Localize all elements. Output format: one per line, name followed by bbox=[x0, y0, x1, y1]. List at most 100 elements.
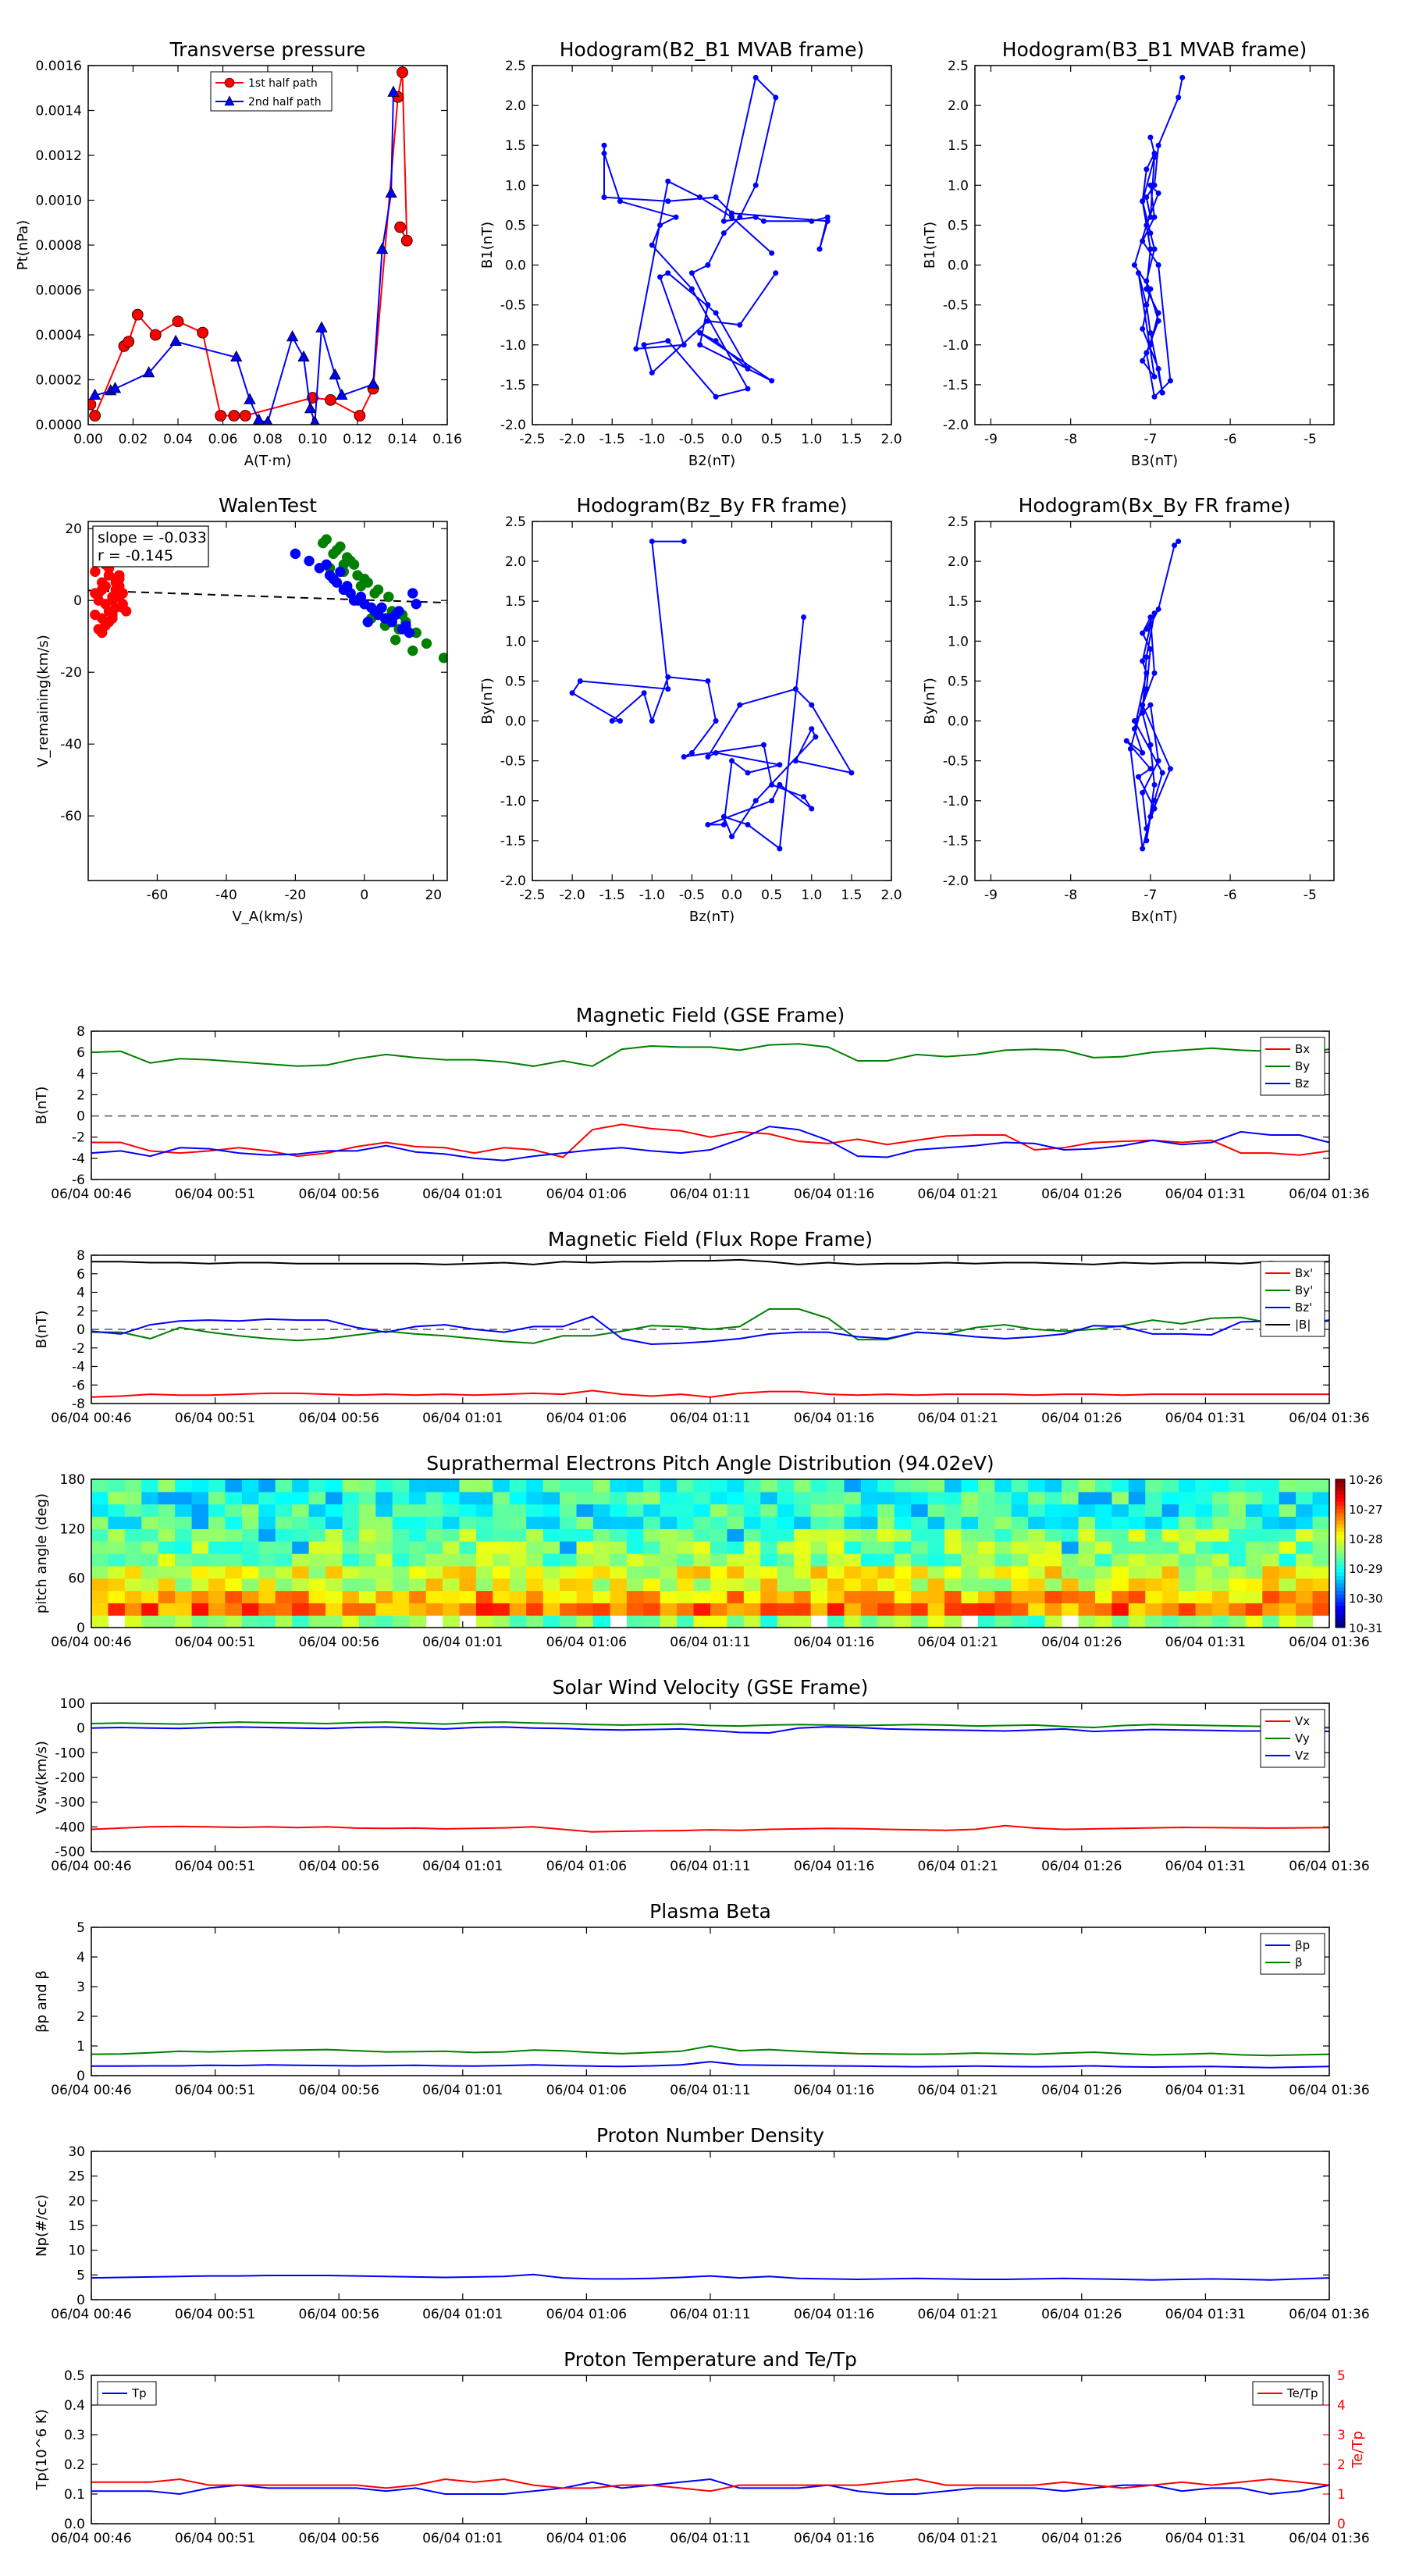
heatmap-cell bbox=[1211, 1516, 1229, 1529]
heatmap-cell bbox=[1279, 1615, 1297, 1628]
data-point bbox=[657, 274, 663, 280]
heatmap-cell bbox=[693, 1615, 711, 1628]
y2-tick-label: 4 bbox=[1337, 2398, 1346, 2414]
heatmap-cell bbox=[1262, 1503, 1280, 1517]
y-axis-label: By(nT) bbox=[479, 678, 496, 724]
data-point bbox=[348, 595, 360, 606]
heatmap-cell bbox=[576, 1565, 594, 1579]
x-tick-label: 06/04 01:31 bbox=[1165, 1859, 1246, 1874]
series-line-β bbox=[91, 2044, 1330, 2057]
heatmap-cell bbox=[475, 1503, 493, 1517]
heatmap-cell bbox=[258, 1603, 276, 1616]
heatmap-cell bbox=[977, 1553, 995, 1567]
heatmap-cell bbox=[743, 1491, 761, 1505]
data-point bbox=[215, 410, 227, 422]
colorbar-segment bbox=[1336, 1583, 1345, 1588]
heatmap-cell bbox=[509, 1578, 527, 1592]
heatmap-cell bbox=[459, 1590, 477, 1603]
heatmap-cell bbox=[727, 1615, 745, 1628]
heatmap-cell bbox=[375, 1553, 393, 1567]
y-tick-label: 1.5 bbox=[948, 594, 969, 610]
data-point bbox=[1131, 262, 1137, 269]
data-point bbox=[286, 330, 299, 342]
heatmap-cell bbox=[325, 1516, 343, 1529]
heatmap-cell bbox=[1161, 1516, 1179, 1529]
heatmap-cell bbox=[961, 1603, 979, 1616]
heatmap-cell bbox=[475, 1615, 493, 1628]
heatmap-cell bbox=[526, 1553, 544, 1567]
panel-h1: Hodogram(B2_B1 MVAB frame)-2.5 -2.0 -1.5 -1… bbox=[479, 38, 902, 469]
plot-area bbox=[1131, 74, 1186, 400]
data-point bbox=[601, 142, 607, 148]
heatmap-cell bbox=[1128, 1491, 1146, 1505]
data-point bbox=[1140, 630, 1146, 636]
data-point bbox=[1151, 781, 1158, 788]
heatmap-cell bbox=[409, 1565, 427, 1579]
heatmap-cell bbox=[443, 1553, 461, 1567]
data-point bbox=[1151, 150, 1158, 156]
heatmap-cell bbox=[677, 1615, 695, 1628]
heatmap-cell bbox=[158, 1615, 176, 1628]
data-point bbox=[1147, 134, 1154, 141]
heatmap-cell bbox=[1312, 1553, 1330, 1567]
heatmap-cell bbox=[475, 1590, 493, 1603]
heatmap-cell bbox=[760, 1578, 778, 1592]
heatmap-cell bbox=[961, 1516, 979, 1529]
heatmap-cell bbox=[710, 1615, 728, 1628]
heatmap-cell bbox=[777, 1503, 795, 1517]
x-tick-label: 0.0 bbox=[721, 432, 742, 447]
colorbar-segment bbox=[1336, 1560, 1345, 1565]
legend-marker bbox=[224, 95, 235, 106]
heatmap-cell bbox=[425, 1603, 443, 1616]
heatmap-cell bbox=[108, 1541, 126, 1554]
heatmap-cell bbox=[844, 1553, 862, 1567]
colorbar-segment bbox=[1336, 1568, 1345, 1573]
colorbar-segment bbox=[1336, 1520, 1345, 1525]
legend-label: By' bbox=[1295, 1283, 1313, 1297]
annotation-frame bbox=[92, 525, 209, 568]
heatmap-cell bbox=[409, 1603, 427, 1616]
data-point bbox=[142, 366, 155, 378]
heatmap-cell bbox=[1112, 1503, 1129, 1517]
heatmap-cell bbox=[208, 1479, 226, 1493]
heatmap-cell bbox=[794, 1603, 812, 1616]
heatmap-cell bbox=[1011, 1553, 1029, 1567]
data-point bbox=[705, 754, 711, 760]
heatmap-cell bbox=[1094, 1503, 1112, 1517]
heatmap-cell bbox=[225, 1603, 243, 1616]
heatmap-cell bbox=[1062, 1541, 1080, 1554]
heatmap-cell bbox=[944, 1491, 962, 1505]
heatmap-cell bbox=[1112, 1553, 1129, 1567]
heatmap-cell bbox=[576, 1541, 594, 1554]
heatmap-cell bbox=[977, 1541, 995, 1554]
y-tick-label: 4 bbox=[76, 1950, 85, 1966]
heatmap-cell bbox=[810, 1578, 828, 1592]
heatmap-cell bbox=[794, 1503, 812, 1517]
heatmap-cell bbox=[610, 1479, 628, 1493]
heatmap-cell bbox=[693, 1578, 711, 1592]
data-point bbox=[1140, 845, 1146, 852]
heatmap-cell bbox=[1312, 1565, 1330, 1579]
data-point bbox=[688, 270, 695, 276]
heatmap-cell bbox=[710, 1503, 728, 1517]
heatmap-cell bbox=[1211, 1528, 1229, 1542]
heatmap-cell bbox=[258, 1578, 276, 1592]
heatmap-cell bbox=[509, 1528, 527, 1542]
heatmap-cell bbox=[626, 1578, 644, 1592]
y-tick-label: 0.0014 bbox=[36, 104, 82, 119]
heatmap-cell bbox=[108, 1479, 126, 1493]
x-tick-label: 06/04 00:51 bbox=[175, 2307, 255, 2322]
heatmap-cell bbox=[392, 1590, 410, 1603]
heatmap-cell bbox=[894, 1578, 912, 1592]
heatmap-cell bbox=[1245, 1565, 1263, 1579]
y-tick-label: -40 bbox=[60, 737, 82, 753]
heatmap-cell bbox=[1195, 1615, 1213, 1628]
heatmap-cell bbox=[1195, 1491, 1213, 1505]
x-tick-label: 06/04 01:11 bbox=[670, 2307, 750, 2322]
heatmap-cell bbox=[1028, 1590, 1046, 1603]
data-point bbox=[720, 813, 727, 820]
heatmap-cell bbox=[660, 1503, 678, 1517]
data-point bbox=[355, 581, 367, 592]
axes-frame bbox=[91, 2151, 1330, 2300]
heatmap-cell bbox=[677, 1590, 695, 1603]
